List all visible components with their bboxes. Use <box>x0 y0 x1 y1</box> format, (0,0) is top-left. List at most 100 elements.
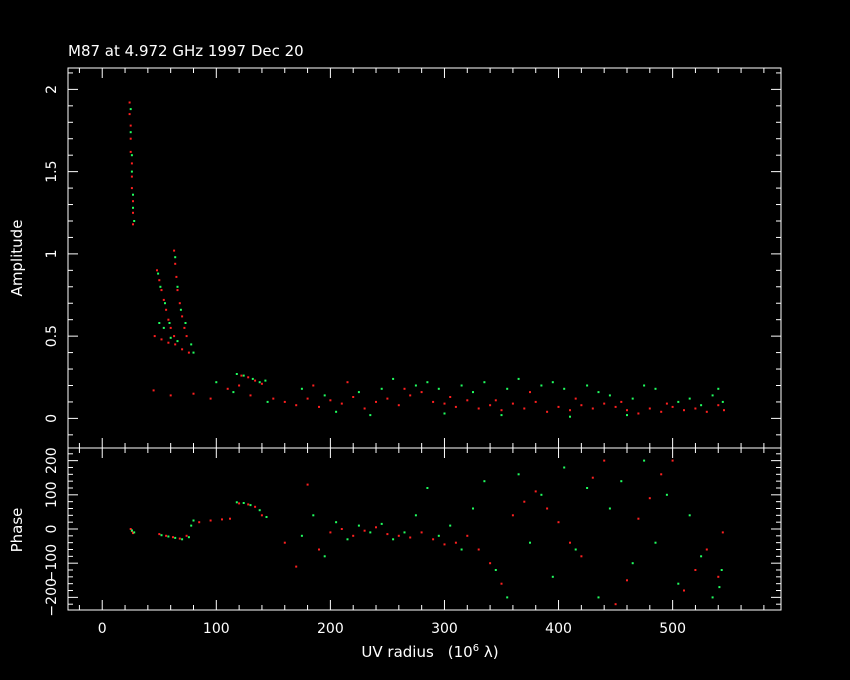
phase-red-point <box>397 534 400 537</box>
amplitude-green-point <box>130 154 133 157</box>
amplitude-red-point <box>247 376 250 379</box>
phase-green-point <box>300 534 303 537</box>
amplitude-red-point <box>454 405 457 408</box>
amplitude-red-point <box>226 387 229 390</box>
amplitude-green-point <box>179 308 182 311</box>
amplitude-red-point <box>169 394 172 397</box>
amplitude-green-point <box>266 400 269 403</box>
phase-red-point <box>306 483 309 486</box>
amplitude-red-point <box>152 389 155 392</box>
phase-red-point <box>511 514 514 517</box>
amplitude-red-point <box>494 399 497 402</box>
amplitude-red-point <box>132 223 134 226</box>
amplitude-red-point <box>443 402 446 405</box>
phase-green-point <box>192 519 195 522</box>
amplitude-red-point <box>671 405 674 408</box>
phase-green-point <box>586 487 589 489</box>
amplitude-red-point <box>129 137 132 140</box>
phase-red-point <box>238 502 241 505</box>
amplitude-red-point <box>574 397 577 400</box>
y-tick-label: −200 <box>44 578 60 616</box>
phase-panel: −200−100 0 100 200 Phase <box>8 447 782 617</box>
phase-green-point <box>369 531 372 534</box>
phase-axis-label: Phase <box>8 508 26 553</box>
amplitude-red-point <box>181 348 184 351</box>
phase-red-point <box>626 579 628 582</box>
amplitude-green-point <box>540 384 543 387</box>
amplitude-green-point <box>426 381 429 384</box>
phase-red-point <box>523 500 526 503</box>
amplitude-green-point <box>654 387 657 390</box>
amplitude-green-point <box>500 414 503 417</box>
phase-green-point <box>700 555 703 558</box>
y-tick-label: 0 <box>44 414 60 423</box>
phase-red-point <box>363 529 366 532</box>
phase-green-point <box>133 531 136 534</box>
y-tick-label: 0 <box>44 525 60 534</box>
phase-red-point <box>569 541 571 544</box>
amplitude-red-point <box>375 400 377 403</box>
amplitude-green-point <box>688 397 691 400</box>
phase-red-point <box>534 490 537 493</box>
phase-green-point <box>608 507 611 510</box>
phase-green-point <box>357 524 360 527</box>
amplitude-green-point <box>158 322 161 324</box>
amplitude-points <box>128 101 725 418</box>
x-axis-label: UV radius (106 λ) <box>361 643 498 661</box>
x-axis-label-unit: (10 <box>448 643 473 661</box>
amplitude-green-point <box>176 340 179 343</box>
phase-green-point <box>258 509 261 512</box>
amplitude-red-point <box>511 402 514 405</box>
amplitude-red-point <box>318 405 320 408</box>
amplitude-red-point <box>128 101 131 104</box>
phase-red-point <box>283 541 286 544</box>
amplitude-green-point <box>369 414 372 417</box>
amplitude-red-point <box>665 402 668 405</box>
amplitude-red-point <box>352 396 355 398</box>
amplitude-red-point <box>500 409 503 412</box>
phase-ticks: −200−100 0 100 200 <box>44 447 781 617</box>
amplitude-red-point <box>466 399 469 402</box>
y-tick-label: 100 <box>44 481 60 508</box>
amplitude-green-point <box>643 384 646 387</box>
x-axis-label-exponent: 6 <box>473 643 479 654</box>
phase-red-point <box>247 503 250 506</box>
phase-green-point <box>563 466 566 469</box>
phase-green-point <box>654 541 657 544</box>
phase-green-point <box>187 536 190 539</box>
amplitude-red-point <box>660 410 663 413</box>
phase-red-point <box>229 517 231 520</box>
phase-red-point <box>694 569 697 571</box>
chart-title: M87 at 4.972 GHz 1997 Dec 20 <box>68 42 304 60</box>
phase-red-point <box>717 575 720 578</box>
phase-green-point <box>529 541 531 544</box>
amplitude-ticks: 0 0.5 1 1.5 2 <box>44 72 781 436</box>
amplitude-red-point <box>477 407 480 410</box>
phase-green-point <box>380 522 383 525</box>
amplitude-red-point <box>132 211 134 214</box>
phase-red-point <box>489 562 492 565</box>
phase-red-point <box>546 507 549 510</box>
amplitude-green-point <box>443 412 446 415</box>
x-tick-label: 0 <box>98 621 107 637</box>
phase-green-point <box>677 582 680 585</box>
amplitude-red-point <box>181 315 184 318</box>
amplitude-green-point <box>631 397 634 400</box>
amplitude-red-point <box>175 275 178 278</box>
phase-green-point <box>665 493 668 496</box>
amplitude-red-point <box>614 405 617 408</box>
amplitude-red-point <box>523 407 526 410</box>
amplitude-red-point <box>165 308 168 311</box>
x-axis-ticks: 0 100 200 300 400 500 <box>78 68 765 637</box>
phase-red-point <box>172 536 174 539</box>
phase-green-point <box>711 596 714 599</box>
amplitude-green-point <box>215 381 218 384</box>
amplitude-red-point <box>580 404 583 407</box>
amplitude-green-point <box>717 387 720 390</box>
amplitude-green-point <box>380 387 383 390</box>
phase-green-point <box>460 548 463 551</box>
phase-green-point <box>718 586 721 589</box>
phase-red-point <box>158 533 161 536</box>
phase-green-point <box>335 521 338 524</box>
amplitude-red-point <box>132 200 134 203</box>
